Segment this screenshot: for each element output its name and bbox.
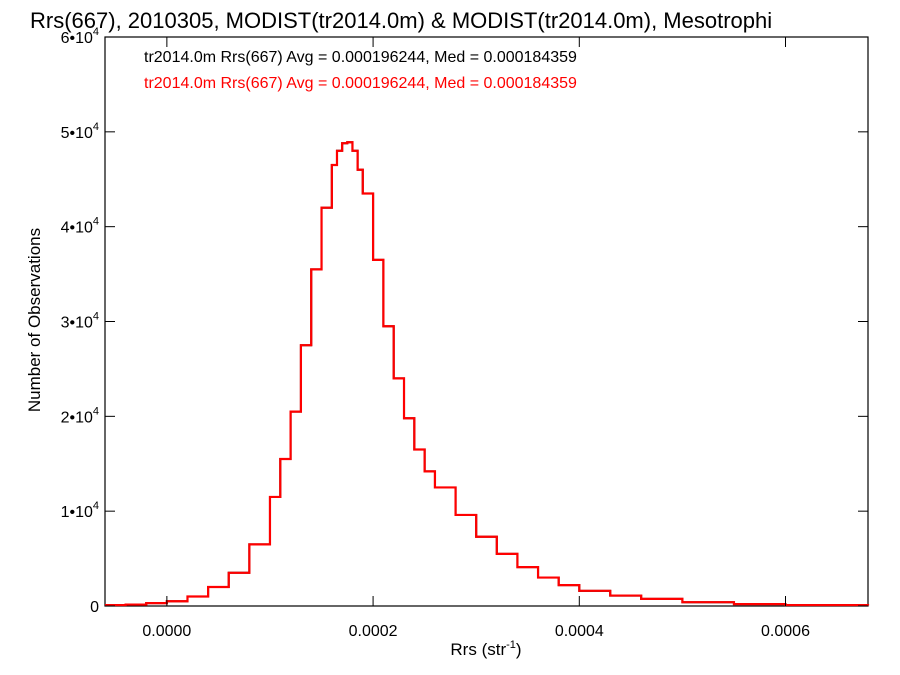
series-1-point [610, 595, 611, 596]
series-1-point [336, 150, 337, 151]
y-tick-label: 2•104 [61, 405, 99, 426]
series-1-point [517, 567, 518, 568]
x-axis-label-base: Rrs (str [450, 640, 506, 659]
series-1-point [537, 577, 538, 578]
series-1-point [641, 598, 642, 599]
y-tick-label-base: 1•10 [61, 504, 93, 521]
series-1-point [733, 604, 734, 605]
plot-frame [104, 36, 869, 607]
chart-title: Rrs(667), 2010305, MODIST(tr2014.0m) & M… [30, 8, 772, 33]
series-1-point [208, 586, 209, 587]
series-1-point [321, 207, 322, 208]
series-1-point [476, 536, 477, 537]
series-1-point [682, 602, 683, 603]
y-tick-label-base: 3•10 [61, 315, 93, 332]
series-1-point [393, 378, 394, 379]
series-1-point [104, 604, 105, 605]
y-tick-label: 6•104 [61, 26, 99, 47]
series-1-point [269, 496, 270, 497]
series-1-point [228, 572, 229, 573]
y-tick-label-sup: 4 [93, 216, 99, 228]
y-tick-label-base: 4•10 [61, 220, 93, 237]
series-1-point [352, 150, 353, 151]
x-axis-label-close: ) [516, 640, 522, 659]
y-tick-label: 3•104 [61, 311, 99, 332]
legend-entry-1: tr2014.0m Rrs(667) Avg = 0.000196244, Me… [144, 75, 577, 92]
series-1-point [311, 269, 312, 270]
series-1-point [347, 142, 348, 143]
series-1-point [125, 604, 126, 605]
series-1-point [342, 143, 343, 144]
x-axis-label-sup: -1 [506, 639, 516, 651]
legend: tr2014.0m Rrs(667) Avg = 0.000196244, Me… [144, 49, 577, 92]
series-1-point [558, 585, 559, 586]
series-1-point [403, 418, 404, 419]
x-tick-label: 0.0000 [142, 623, 191, 640]
series-1-point [372, 259, 373, 260]
series-1-point [331, 164, 332, 165]
series-1-point [249, 544, 250, 545]
series-1-point [496, 553, 497, 554]
series-1-point [290, 411, 291, 412]
legend-entry-0: tr2014.0m Rrs(667) Avg = 0.000196244, Me… [144, 49, 577, 66]
plot-area [104, 36, 870, 607]
series-1-point [300, 345, 301, 346]
y-tick-label: 0 [90, 599, 99, 616]
series-1-point [579, 590, 580, 591]
y-tick-label-sup: 4 [93, 405, 99, 417]
x-axis: 0.0000 0.0002 0.0004 0.0006 [142, 37, 810, 640]
series-1-point [424, 471, 425, 472]
y-tick-label-sup: 4 [93, 121, 99, 133]
y-tick-label: 1•104 [61, 500, 99, 521]
series-1-point [414, 449, 415, 450]
series-1-point [383, 326, 384, 327]
series-1-point [455, 514, 456, 515]
x-axis-label: Rrs (str-1) [450, 639, 521, 659]
y-axis-label: Number of Observations [25, 228, 44, 412]
y-tick-label: 4•104 [61, 216, 99, 237]
series-layer [104, 141, 870, 607]
y-tick-label: 5•104 [61, 121, 99, 142]
x-tick-label: 0.0006 [761, 623, 810, 640]
x-tick-label: 0.0002 [349, 623, 398, 640]
series-1-point [357, 169, 358, 170]
y-tick-label-sup: 4 [93, 26, 99, 38]
series-1-point [280, 458, 281, 459]
series-1-point [434, 487, 435, 488]
series-line-1 [105, 141, 870, 607]
y-tick-label-base: 6•10 [61, 30, 93, 47]
series-1-point [362, 193, 363, 194]
x-tick-label: 0.0004 [555, 623, 604, 640]
y-tick-label-base: 2•10 [61, 409, 93, 426]
y-tick-label-base: 5•10 [61, 125, 93, 142]
y-tick-label-sup: 4 [93, 500, 99, 512]
series-1-point [187, 596, 188, 597]
y-tick-label-base: 0 [90, 599, 99, 616]
series-1-point [146, 603, 147, 604]
y-tick-label-sup: 4 [93, 311, 99, 323]
